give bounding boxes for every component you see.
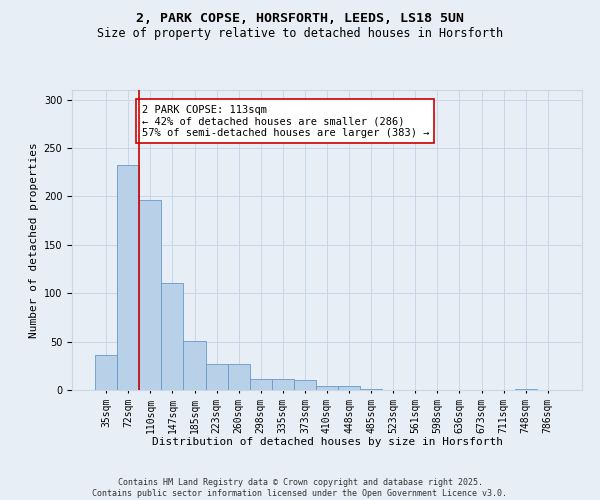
- Bar: [294, 380, 316, 390]
- Text: 2, PARK COPSE, HORSFORTH, LEEDS, LS18 5UN: 2, PARK COPSE, HORSFORTH, LEEDS, LS18 5U…: [136, 12, 464, 26]
- Bar: [161, 282, 184, 390]
- Bar: [139, 200, 161, 390]
- Bar: [95, 355, 117, 390]
- Bar: [360, 389, 382, 390]
- Bar: [338, 386, 360, 390]
- Text: 2 PARK COPSE: 113sqm
← 42% of detached houses are smaller (286)
57% of semi-deta: 2 PARK COPSE: 113sqm ← 42% of detached h…: [142, 104, 429, 138]
- Bar: [206, 364, 227, 390]
- Y-axis label: Number of detached properties: Number of detached properties: [29, 142, 40, 338]
- Text: Contains HM Land Registry data © Crown copyright and database right 2025.
Contai: Contains HM Land Registry data © Crown c…: [92, 478, 508, 498]
- Bar: [250, 380, 272, 390]
- X-axis label: Distribution of detached houses by size in Horsforth: Distribution of detached houses by size …: [151, 437, 503, 447]
- Bar: [272, 380, 294, 390]
- Bar: [515, 389, 537, 390]
- Bar: [316, 386, 338, 390]
- Text: Size of property relative to detached houses in Horsforth: Size of property relative to detached ho…: [97, 28, 503, 40]
- Bar: [117, 166, 139, 390]
- Bar: [227, 364, 250, 390]
- Bar: [184, 340, 206, 390]
